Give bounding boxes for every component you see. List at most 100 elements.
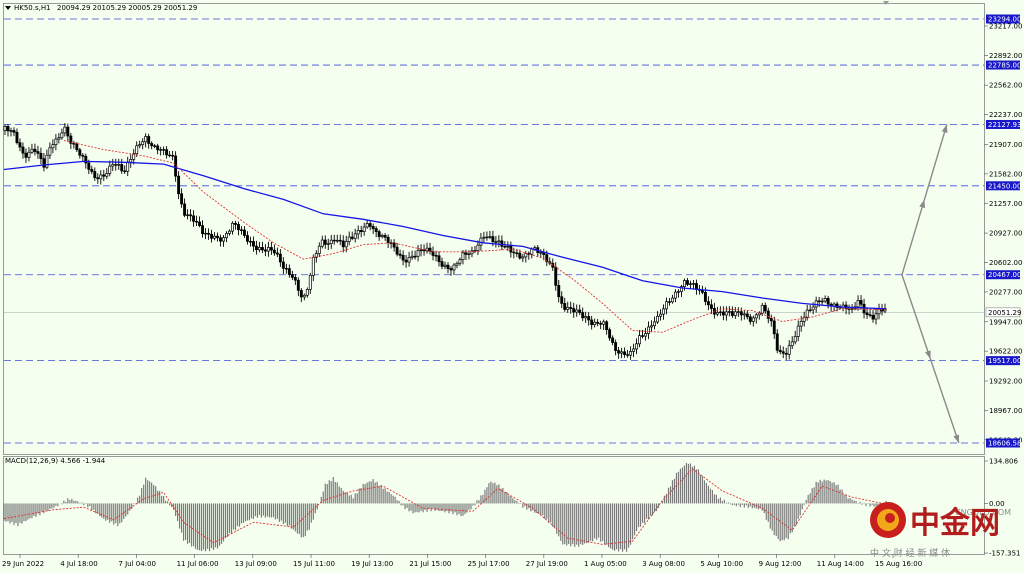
candle: [611, 335, 615, 346]
candle: [718, 306, 722, 317]
macd-tick-label: 134.806: [989, 458, 1018, 466]
candle: [243, 226, 246, 238]
candle: [449, 266, 453, 276]
forecast-arrow[interactable]: [901, 274, 960, 444]
candle: [96, 173, 100, 184]
candle: [251, 236, 255, 252]
candle: [350, 231, 354, 241]
candle: [359, 225, 363, 238]
candle: [638, 330, 642, 348]
candle: [275, 247, 279, 258]
candle: [323, 235, 327, 249]
candle: [650, 320, 653, 333]
candle: [105, 168, 109, 180]
candle: [784, 347, 788, 360]
level-price-label: 22785.00: [988, 62, 1021, 70]
macd-histogram: [3, 462, 887, 552]
candle: [632, 343, 636, 358]
candle: [237, 221, 240, 236]
candle: [626, 349, 630, 358]
macd-axis: 134.806 0.00 -157.351: [984, 458, 1020, 558]
candle: [42, 153, 46, 172]
candle: [458, 257, 462, 266]
candle: [305, 287, 309, 298]
level-price-flag: [986, 60, 1020, 70]
price-tick-label: 20602.00: [989, 259, 1022, 267]
candle: [171, 150, 175, 161]
macd-tick-label: -157.351: [989, 550, 1020, 558]
time-tick-label: 27 Jul 19:00: [526, 560, 568, 568]
candle: [476, 240, 480, 256]
candle: [45, 149, 49, 170]
candle: [248, 236, 252, 247]
moving-average-red-line: [63, 140, 887, 333]
candle: [605, 320, 609, 335]
candle: [81, 153, 85, 162]
time-tick-label: 19 Jul 13:00: [351, 560, 393, 568]
candle: [204, 228, 207, 240]
forecast-arrow[interactable]: [901, 124, 948, 275]
price-tick-label: 19622.00: [989, 348, 1022, 356]
candle: [180, 188, 184, 208]
time-tick-label: 11 Jul 06:00: [177, 560, 219, 568]
candle: [108, 160, 112, 177]
candle: [39, 147, 43, 165]
candle: [269, 241, 273, 255]
candle: [566, 301, 570, 313]
candle: [446, 262, 450, 274]
candle: [189, 209, 193, 222]
candle: [596, 319, 600, 327]
candle: [90, 165, 94, 175]
time-tick-label: 1 Aug 05:00: [584, 560, 627, 568]
price-tick-label: 23217.00: [989, 22, 1022, 30]
candle: [482, 231, 486, 244]
candle: [3, 124, 7, 135]
candle: [263, 244, 267, 257]
candle: [691, 280, 695, 290]
candle: [195, 215, 199, 227]
candle: [362, 222, 366, 236]
candle: [820, 297, 824, 306]
candle: [823, 295, 827, 304]
candle: [578, 304, 582, 316]
candle: [688, 280, 692, 289]
candle: [377, 229, 381, 241]
candle: [802, 311, 806, 327]
moving-average-blue-line: [3, 160, 887, 310]
level-price-label: 23294.00: [988, 16, 1021, 24]
candle: [715, 306, 719, 317]
candle: [117, 158, 121, 170]
forecast-arrows: [901, 124, 960, 444]
candle: [72, 140, 76, 149]
time-tick-label: 5 Aug 10:00: [700, 560, 743, 568]
candle: [18, 138, 22, 152]
candle: [287, 264, 291, 278]
candle: [78, 148, 82, 159]
price-axis: 23217.00 22892.00 22562.00 22237.00 21907.00…: [984, 14, 1022, 448]
candle: [434, 250, 438, 262]
candle: [874, 308, 878, 325]
collapse-triangle-icon[interactable]: [5, 6, 11, 10]
watermark-site-text: CNGOLD.COM: [955, 508, 1011, 517]
candle: [620, 347, 624, 359]
candle: [569, 301, 573, 314]
candle: [308, 272, 312, 294]
candle: [207, 228, 210, 240]
price-tick-label: 20277.00: [989, 288, 1022, 296]
candle: [674, 289, 677, 303]
candle: [401, 250, 405, 266]
candle: [183, 198, 187, 218]
candle: [656, 311, 659, 325]
level-price-label: 20467.00: [988, 271, 1021, 279]
candle: [335, 234, 339, 243]
candle: [51, 139, 55, 154]
candle: [302, 293, 306, 301]
candle: [757, 311, 761, 320]
candle: [521, 253, 525, 263]
candle: [6, 124, 10, 137]
candle: [272, 244, 276, 256]
chart-shift-marker-icon[interactable]: [883, 1, 889, 5]
candle: [455, 261, 459, 269]
level-price-label: 22127.93: [988, 121, 1021, 129]
